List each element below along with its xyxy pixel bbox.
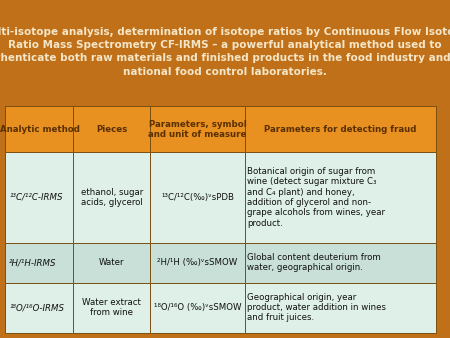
Bar [73,106,150,152]
Text: ¹⁸O/¹⁶O-IRMS: ¹⁸O/¹⁶O-IRMS [9,303,64,312]
Text: Water extract
from wine: Water extract from wine [82,298,141,317]
Bar [73,283,150,333]
Bar [245,106,436,152]
Text: ¹³C/¹²C(‰)ᵛsPDB: ¹³C/¹²C(‰)ᵛsPDB [161,193,234,202]
Text: Water: Water [99,258,125,267]
Text: Analytic method: Analytic method [0,125,79,134]
Text: Parameters, symbol
and unit of measure: Parameters, symbol and unit of measure [148,120,247,139]
Text: ¹³C/¹²C-IRMS: ¹³C/¹²C-IRMS [9,193,63,202]
Bar [150,283,245,333]
Text: Multi-isotope analysis, determination of isotope ratios by Continuous Flow Isoto: Multi-isotope analysis, determination of… [0,27,450,77]
Bar [5,106,73,152]
Text: Geographical origin, year
product, water addition in wines
and fruit juices.: Geographical origin, year product, water… [248,293,387,322]
Bar [150,152,245,243]
Bar [73,152,150,243]
Text: ethanol, sugar
acids, glycerol: ethanol, sugar acids, glycerol [81,188,143,207]
Bar [5,152,73,243]
Text: Pieces: Pieces [96,125,127,134]
Text: Botanical origin of sugar from
wine (detect sugar mixture C₃
and C₄ plant) and h: Botanical origin of sugar from wine (det… [248,167,386,228]
Bar [73,243,150,283]
Bar [5,243,73,283]
Bar [245,152,436,243]
Bar [245,283,436,333]
Bar [150,106,245,152]
Text: ¹⁸O/¹⁶O (‰)ᵛsSMOW: ¹⁸O/¹⁶O (‰)ᵛsSMOW [154,303,241,312]
Bar [5,283,73,333]
Text: Parameters for detecting fraud: Parameters for detecting fraud [264,125,417,134]
Bar [245,243,436,283]
Text: ²H/¹H (‰)ᵛsSMOW: ²H/¹H (‰)ᵛsSMOW [158,258,238,267]
Bar [150,243,245,283]
Text: Global content deuterium from
water, geographical origin.: Global content deuterium from water, geo… [248,253,381,272]
Text: ²H/¹H-IRMS: ²H/¹H-IRMS [9,258,57,267]
